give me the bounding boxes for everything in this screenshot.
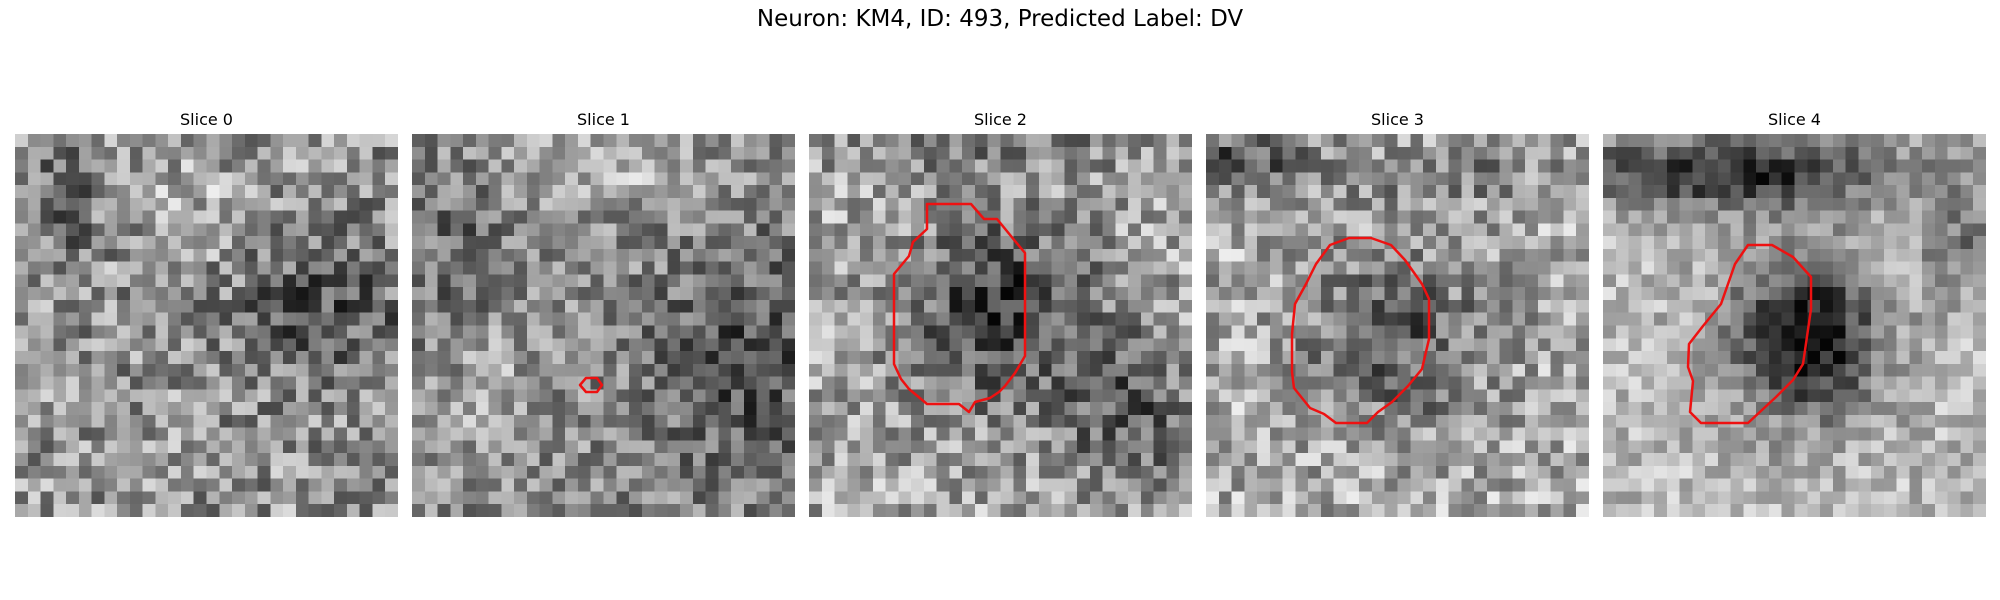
slice-3-image (1206, 134, 1589, 517)
slice-2-contour (892, 202, 1027, 414)
panel-title-slice-3: Slice 3 (1371, 110, 1424, 129)
slice-0-pixels (15, 134, 398, 517)
panel-title-slice-1: Slice 1 (577, 110, 630, 129)
slice-3-contour (1290, 236, 1431, 425)
slice-4-pixels (1603, 134, 1986, 517)
figure-title: Neuron: KM4, ID: 493, Predicted Label: D… (756, 6, 1244, 32)
slice-2-pixels (809, 134, 1192, 517)
slice-1-contour (578, 376, 604, 394)
panel-title-slice-0: Slice 0 (180, 110, 233, 129)
panel-title-slice-4: Slice 4 (1768, 110, 1821, 129)
slice-4-contour (1686, 243, 1813, 425)
slice-1-image (412, 134, 795, 517)
slice-1-pixels (412, 134, 795, 517)
panel-title-slice-2: Slice 2 (974, 110, 1027, 129)
slice-3-pixels (1206, 134, 1589, 517)
slice-4-image (1603, 134, 1986, 517)
slice-2-image (809, 134, 1192, 517)
slice-0-image (15, 134, 398, 517)
